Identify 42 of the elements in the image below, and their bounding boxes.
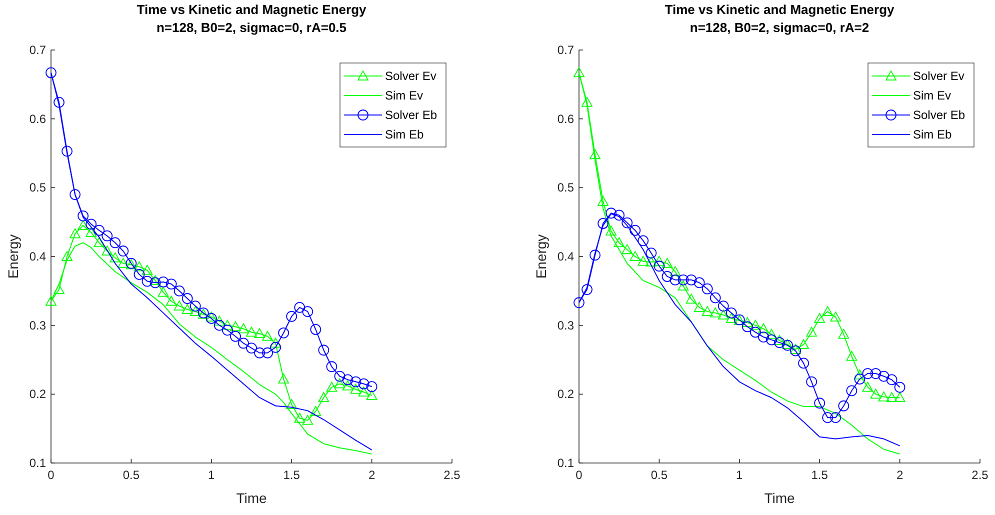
legend-label: Sim Ev [385,88,424,102]
y-tick-label: 0.1 [29,456,46,470]
y-tick-label: 0.5 [29,180,46,195]
y-tick-label: 0.6 [29,112,46,126]
x-tick-label: 1.5 [283,468,300,482]
x-tick-label: 1 [736,468,744,482]
x-tick-label: 2.5 [444,468,461,482]
x-axis-title: Time [764,490,796,506]
y-tick-label: 0.5 [557,180,574,195]
x-tick-label: 1.5 [811,468,828,482]
x-tick-label: 1 [208,468,216,482]
x-tick-label: 0 [48,468,55,482]
x-tick-label: 2 [896,468,904,482]
legend-label: Sim Eb [913,128,952,142]
x-tick-label: 0.5 [650,468,668,482]
chart-subtitle: n=128, B0=2, sigmac=0, rA=2 [690,20,870,35]
legend-label: Sim Eb [385,128,424,142]
legend-label: Sim Ev [913,88,952,102]
y-tick-label: 0.1 [557,456,574,470]
x-tick-label: 0 [576,468,583,482]
legend-label: Solver Ev [385,69,436,83]
y-axis-title: Energy [5,234,21,279]
x-axis-title: Time [236,490,268,506]
legend-label: Solver Eb [385,108,438,122]
chart-title: Time vs Kinetic and Magnetic Energy [664,2,896,17]
legend-label: Solver Ev [913,69,964,83]
y-tick-label: 0.7 [29,43,46,57]
y-tick-label: 0.2 [557,387,574,402]
chart-title: Time vs Kinetic and Magnetic Energy [136,2,368,17]
y-tick-label: 0.4 [29,250,46,264]
legend-label: Solver Eb [913,108,966,122]
y-tick-label: 0.7 [557,43,574,57]
y-tick-label: 0.3 [557,318,574,332]
x-tick-label: 2 [368,468,376,482]
y-tick-label: 0.2 [29,387,46,402]
y-tick-label: 0.3 [29,318,46,332]
y-axis-title: Energy [533,234,549,279]
chart-subtitle: n=128, B0=2, sigmac=0, rA=0.5 [156,20,347,35]
y-tick-label: 0.6 [557,112,574,126]
x-tick-label: 0.5 [122,468,140,482]
y-tick-label: 0.4 [557,250,574,264]
x-tick-label: 2.5 [972,468,989,482]
